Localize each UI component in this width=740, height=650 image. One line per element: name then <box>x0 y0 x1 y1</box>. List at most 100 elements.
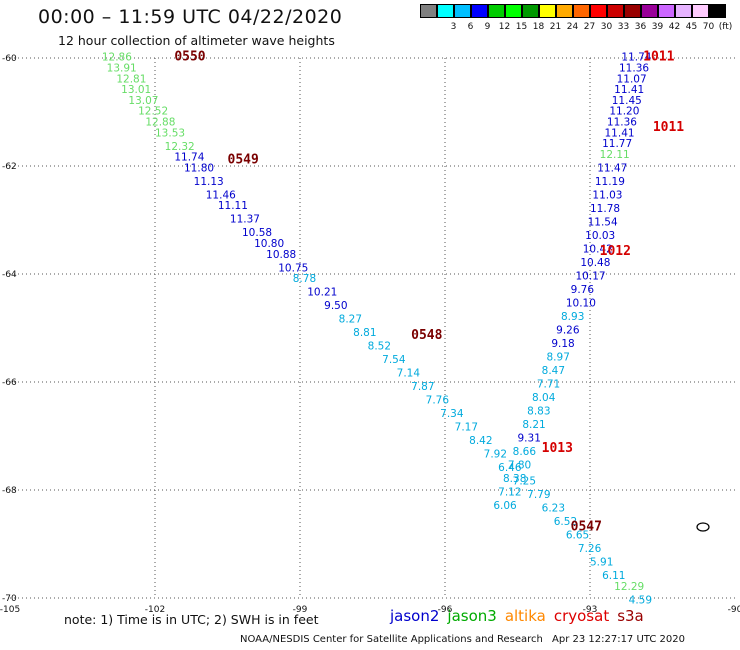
wave-height-value: 8.04 <box>532 392 556 404</box>
wave-height-value: 7.12 <box>498 486 521 498</box>
wave-height-value: 6.46 <box>498 462 522 474</box>
color-swatch <box>624 4 641 18</box>
color-swatch <box>573 4 590 18</box>
wave-height-tracks: 12.8613.9112.8113.0113.0712.5212.8813.53… <box>102 52 652 607</box>
wave-height-value: 11.13 <box>194 176 224 188</box>
wave-height-value: 7.71 <box>537 378 560 390</box>
lon-tick-label: -90 <box>728 605 740 615</box>
color-swatch <box>522 4 539 18</box>
pass-number-label: 1012 <box>600 244 631 259</box>
pass-labels: 0550 0549 0548 0547 1011 1011 1012 1013 <box>174 50 684 535</box>
color-swatch <box>488 4 505 18</box>
mission-name-jason3: jason3 <box>447 607 497 625</box>
wave-height-value: 7.34 <box>440 408 464 420</box>
wave-height-value: 11.74 <box>621 52 651 64</box>
wave-height-value: 8.42 <box>469 435 492 447</box>
wave-height-value: 11.19 <box>595 176 625 188</box>
lat-tick-label: -70 <box>2 594 17 604</box>
wave-height-value: 7.25 <box>513 476 536 488</box>
wave-height-value: 6.52 <box>554 516 577 528</box>
credit-line: NOAA/NESDIS Center for Satellite Applica… <box>240 634 543 645</box>
wave-height-value: 9.76 <box>571 284 595 296</box>
color-swatch <box>658 4 675 18</box>
color-scale-label: 24 <box>566 22 579 32</box>
mission-name-jason2: jason2 <box>390 607 440 625</box>
wave-height-value: 11.47 <box>597 162 627 174</box>
wave-height-value: 9.18 <box>551 338 574 350</box>
wave-height-value: 10.58 <box>242 227 272 239</box>
wave-height-value: 13.07 <box>128 95 158 107</box>
color-swatch <box>675 4 692 18</box>
wave-height-value: 10.75 <box>278 262 308 274</box>
wave-height-value: 11.41 <box>605 127 635 139</box>
wave-height-value: 10.21 <box>307 287 337 299</box>
wave-height-value: 13.53 <box>155 127 185 139</box>
wave-height-value: 6.23 <box>542 503 565 515</box>
color-swatch <box>692 4 709 18</box>
mission-name-altika: altika <box>504 607 546 625</box>
lon-tick-label: -93 <box>583 605 598 615</box>
color-swatch <box>607 4 624 18</box>
wave-height-value: 11.36 <box>619 63 649 75</box>
wave-height-value: 7.79 <box>527 489 550 501</box>
wave-height-value: 8.83 <box>527 405 550 417</box>
wave-height-value: 7.80 <box>508 459 531 471</box>
color-swatch <box>454 4 471 18</box>
lon-tick-label: -99 <box>293 605 308 615</box>
wave-height-value: 11.46 <box>206 189 236 201</box>
pass-number-label: 0547 <box>571 520 602 535</box>
wave-height-value: 11.41 <box>614 84 644 96</box>
wave-height-value: 12.52 <box>138 106 168 118</box>
color-scale-label: 42 <box>668 22 681 32</box>
color-swatch <box>505 4 522 18</box>
wave-height-value: 8.81 <box>353 327 376 339</box>
wave-height-value: 10.80 <box>254 238 284 250</box>
wave-height-value: 11.77 <box>602 138 632 150</box>
color-scale-label: 45 <box>685 22 698 32</box>
wave-height-value: 7.26 <box>578 543 602 555</box>
wave-height-value: 11.74 <box>174 152 204 164</box>
wave-height-value: 9.50 <box>324 300 347 312</box>
color-scale-label: 12 <box>498 22 511 32</box>
color-swatch <box>709 4 726 18</box>
wave-height-value: 6.65 <box>566 530 589 542</box>
color-scale-label: 39 <box>651 22 664 32</box>
pass-number-label: 0550 <box>174 50 205 65</box>
color-scale-label: 27 <box>583 22 596 32</box>
wave-height-value: 11.54 <box>588 216 618 228</box>
color-scale-label: 30 <box>600 22 613 32</box>
wave-height-value: 9.31 <box>518 432 541 444</box>
wave-height-value: 11.80 <box>184 162 214 174</box>
wave-height-value: 11.03 <box>592 189 622 201</box>
wave-height-value: 12.29 <box>614 581 644 593</box>
wave-height-value: 10.48 <box>580 257 610 269</box>
wave-height-value: 12.88 <box>145 117 175 129</box>
color-swatch <box>471 4 488 18</box>
wave-height-value: 6.06 <box>493 500 517 512</box>
color-scale-label: 36 <box>634 22 647 32</box>
wave-height-value: 10.17 <box>576 270 606 282</box>
color-scale-label: 70 <box>702 22 715 32</box>
color-scale-label: 6 <box>467 22 474 32</box>
pass-number-label: 0549 <box>228 152 259 167</box>
pass-number-label: 0548 <box>411 328 442 343</box>
pass-number-label: 1013 <box>542 441 573 456</box>
color-swatch <box>641 4 658 18</box>
wave-height-value: 8.97 <box>547 351 570 363</box>
wave-height-value: 11.36 <box>607 117 637 129</box>
lat-tick-label: -62 <box>2 162 17 172</box>
color-swatch <box>420 4 437 18</box>
wave-height-value: 8.21 <box>522 419 545 431</box>
color-swatch <box>556 4 573 18</box>
color-swatch <box>437 4 454 18</box>
lat-lon-grid <box>10 57 735 599</box>
lat-tick-label: -60 <box>2 54 17 64</box>
wave-height-value: 12.86 <box>102 52 132 64</box>
wave-height-value: 12.11 <box>600 149 630 161</box>
lon-tick-label: -105 <box>0 605 20 615</box>
color-swatch <box>539 4 556 18</box>
wave-height-value: 12.81 <box>116 73 146 85</box>
wave-height-value: 7.87 <box>411 381 434 393</box>
mission-legend: jason2 jason3 altika cryosat s3a <box>390 607 652 625</box>
